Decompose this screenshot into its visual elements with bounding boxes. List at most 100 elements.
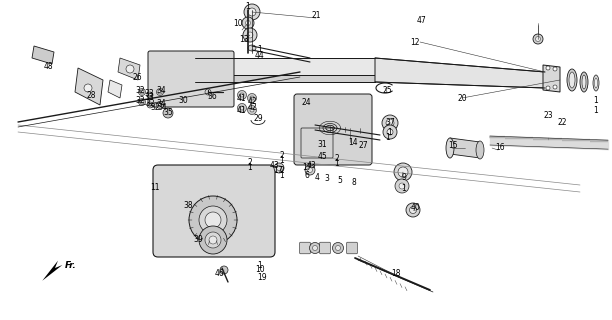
Circle shape [158, 103, 162, 107]
Text: 2: 2 [335, 154, 340, 163]
Circle shape [209, 236, 217, 244]
Polygon shape [75, 68, 103, 105]
Circle shape [126, 65, 134, 73]
Text: 23: 23 [543, 110, 553, 119]
Text: 32: 32 [135, 95, 145, 105]
Circle shape [237, 103, 247, 113]
Circle shape [205, 212, 221, 228]
Circle shape [157, 89, 163, 95]
Text: 30: 30 [178, 95, 188, 105]
Ellipse shape [569, 72, 575, 88]
Text: 17: 17 [273, 165, 283, 174]
Text: 26: 26 [132, 73, 142, 82]
Circle shape [147, 102, 153, 108]
Circle shape [138, 89, 146, 95]
Text: 32: 32 [145, 99, 155, 108]
Circle shape [406, 203, 420, 217]
Text: 1: 1 [335, 158, 340, 167]
FancyBboxPatch shape [347, 242, 357, 254]
Text: 34: 34 [157, 102, 167, 111]
Text: 1: 1 [245, 2, 250, 11]
Circle shape [386, 119, 394, 127]
Text: 32: 32 [150, 102, 160, 111]
FancyBboxPatch shape [319, 242, 330, 254]
FancyBboxPatch shape [148, 51, 234, 107]
Text: 1: 1 [401, 183, 406, 193]
Circle shape [305, 165, 315, 175]
Circle shape [307, 167, 313, 172]
Text: 27: 27 [358, 140, 368, 149]
Text: 10: 10 [255, 266, 265, 275]
Text: 17: 17 [302, 163, 312, 172]
Circle shape [205, 232, 221, 248]
Text: 16: 16 [495, 142, 505, 151]
Text: 21: 21 [312, 11, 321, 20]
Text: 40: 40 [411, 204, 421, 212]
Circle shape [199, 226, 227, 254]
Circle shape [205, 89, 211, 95]
Ellipse shape [476, 141, 484, 159]
Circle shape [163, 108, 173, 118]
Text: 37: 37 [385, 117, 395, 126]
Circle shape [546, 66, 550, 70]
Text: 8: 8 [352, 178, 356, 187]
Text: 34: 34 [156, 85, 166, 94]
Text: 3: 3 [324, 173, 329, 182]
Circle shape [332, 243, 343, 253]
Circle shape [247, 32, 253, 38]
Polygon shape [543, 65, 560, 92]
Text: 34: 34 [156, 99, 166, 108]
Text: 18: 18 [391, 268, 401, 277]
Text: 46: 46 [215, 268, 225, 277]
Circle shape [242, 17, 254, 29]
Polygon shape [375, 58, 545, 88]
Circle shape [553, 67, 557, 71]
Circle shape [536, 36, 540, 42]
Circle shape [158, 90, 162, 94]
Text: 11: 11 [151, 182, 160, 191]
Text: 44: 44 [255, 51, 265, 60]
Circle shape [189, 196, 237, 244]
Ellipse shape [580, 72, 588, 92]
Text: 1: 1 [280, 171, 285, 180]
Text: 41: 41 [236, 93, 246, 102]
Text: 19: 19 [257, 273, 267, 282]
Circle shape [247, 106, 256, 115]
Text: 47: 47 [417, 15, 427, 25]
Circle shape [138, 99, 146, 106]
Text: 14: 14 [348, 138, 358, 147]
Polygon shape [108, 80, 122, 98]
Text: 25: 25 [382, 85, 392, 94]
FancyBboxPatch shape [300, 242, 310, 254]
Circle shape [313, 245, 318, 251]
Ellipse shape [302, 95, 322, 115]
Text: 9: 9 [401, 172, 406, 181]
Text: 41: 41 [236, 106, 246, 115]
Text: 38: 38 [183, 201, 193, 210]
Circle shape [310, 243, 321, 253]
Text: 1: 1 [594, 95, 599, 105]
Circle shape [237, 91, 247, 100]
Circle shape [533, 34, 543, 44]
Ellipse shape [593, 75, 599, 91]
Text: 31: 31 [317, 140, 327, 148]
Circle shape [274, 163, 284, 173]
Ellipse shape [188, 57, 202, 83]
Text: 42: 42 [247, 102, 257, 111]
Polygon shape [195, 58, 375, 75]
Text: 43: 43 [307, 161, 317, 170]
Circle shape [248, 8, 256, 16]
Text: 10: 10 [233, 19, 243, 28]
Circle shape [149, 93, 152, 97]
Ellipse shape [582, 75, 586, 89]
Text: 1: 1 [280, 156, 285, 164]
Text: 4: 4 [315, 172, 319, 181]
Text: 33: 33 [144, 89, 154, 98]
Circle shape [157, 101, 163, 108]
Circle shape [243, 28, 257, 42]
FancyBboxPatch shape [153, 165, 275, 257]
Circle shape [277, 165, 282, 171]
Circle shape [382, 115, 398, 131]
Ellipse shape [248, 45, 256, 51]
Text: 15: 15 [448, 140, 458, 149]
